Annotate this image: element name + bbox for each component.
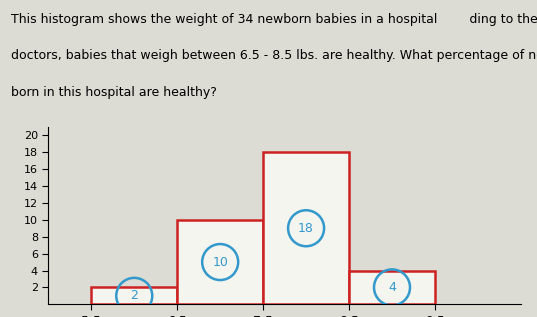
Text: This histogram shows the weight of 34 newborn babies in a hospital        ding t: This histogram shows the weight of 34 ne… <box>11 13 537 26</box>
Bar <box>91 288 177 304</box>
Text: 18: 18 <box>298 222 314 235</box>
Text: born in this hospital are healthy?: born in this hospital are healthy? <box>11 86 216 99</box>
Bar <box>349 270 435 304</box>
Text: doctors, babies that weigh between 6.5 - 8.5 lbs. are healthy. What percentage o: doctors, babies that weigh between 6.5 -… <box>11 49 537 62</box>
Text: 10: 10 <box>212 256 228 268</box>
Text: 4: 4 <box>388 281 396 294</box>
Bar <box>177 220 263 304</box>
Bar <box>263 152 349 304</box>
Text: 2: 2 <box>130 289 138 302</box>
